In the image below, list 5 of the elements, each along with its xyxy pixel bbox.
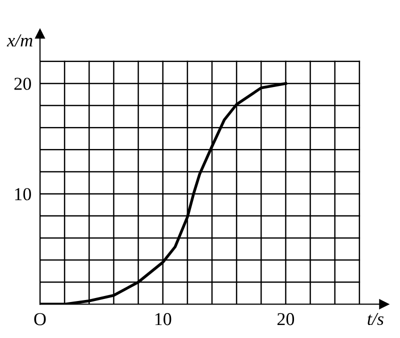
x-axis-title: t/s — [368, 312, 384, 326]
x-tick-label: 10 — [155, 313, 172, 326]
x-tick-label: O — [34, 313, 46, 326]
x-tick-label: 20 — [277, 313, 294, 326]
y-axis-title: x/m — [6, 34, 32, 47]
